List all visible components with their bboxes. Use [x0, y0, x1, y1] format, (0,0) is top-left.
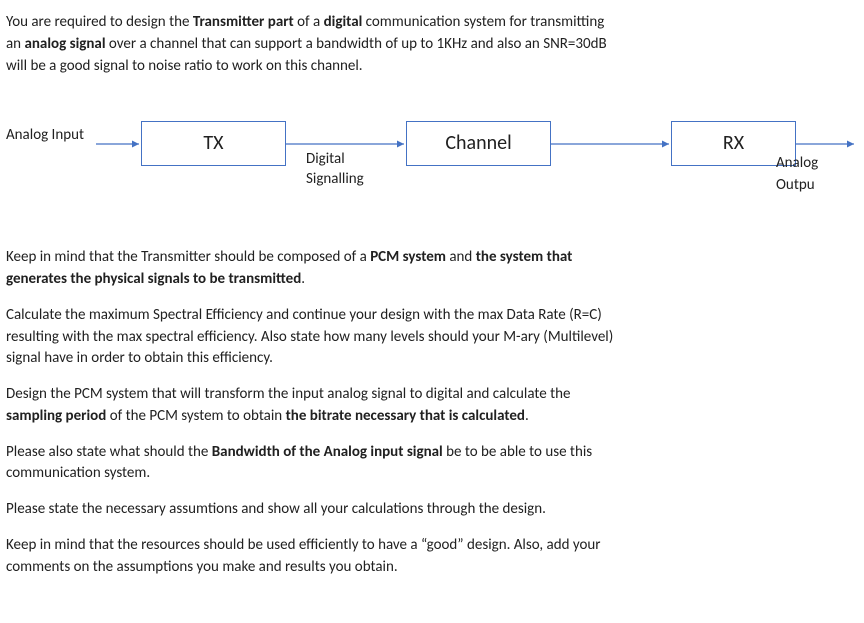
text: over a channel that can support a bandwi…: [106, 35, 607, 53]
text: signal have in order to obtain this effi…: [6, 349, 273, 367]
document-page: You are required to design the Transmitt…: [0, 0, 864, 590]
bold-text: sampling period: [6, 407, 106, 425]
tx-box: TX: [141, 121, 286, 166]
bold-text: the bitrate necessary that is calculated: [286, 407, 525, 425]
paragraph-bandwidth: Please also state what should the Bandwi…: [6, 442, 858, 486]
channel-box: Channel: [406, 121, 551, 166]
channel-box-label: Channel: [445, 129, 511, 158]
text: comments on the assumptions you make and…: [6, 558, 398, 576]
tx-box-label: TX: [203, 129, 223, 158]
text: and: [446, 248, 476, 266]
bold-text: analog signal: [24, 35, 105, 53]
bold-text: digital: [324, 13, 363, 31]
text: Keep in mind that the resources should b…: [6, 536, 601, 554]
bold-text: PCM system: [370, 248, 446, 266]
text: Please also state what should the: [6, 443, 212, 461]
text: communication system.: [6, 464, 150, 482]
paragraph-resources: Keep in mind that the resources should b…: [6, 535, 858, 579]
paragraph-assumptions: Please state the necessary assumtions an…: [6, 499, 858, 521]
text: Calculate the maximum Spectral Efficienc…: [6, 306, 602, 324]
analog-output-label: Analog Outpu: [776, 153, 858, 197]
bold-text: Transmitter part: [193, 13, 294, 31]
paragraph-sampling: Design the PCM system that will transfor…: [6, 384, 858, 428]
rx-box-label: RX: [723, 129, 744, 158]
bold-text: generates the physical signals to be tra…: [6, 270, 301, 288]
text: of a: [294, 13, 324, 31]
text: .: [525, 407, 529, 425]
text: .: [301, 270, 305, 288]
bold-text: Bandwidth of the Analog input signal: [212, 443, 443, 461]
analog-input-label: Analog Input: [6, 125, 84, 147]
digital-label: Digital: [306, 149, 345, 171]
text: of the PCM system to obtain: [106, 407, 285, 425]
text: Keep in mind that the Transmitter should…: [6, 248, 370, 266]
paragraph-spectral: Calculate the maximum Spectral Efficienc…: [6, 305, 858, 370]
text: You are required to design the: [6, 13, 193, 31]
text: resulting with the max spectral efficien…: [6, 328, 613, 346]
text: Design the PCM system that will transfor…: [6, 385, 570, 403]
text: Please state the necessary assumtions an…: [6, 500, 546, 518]
signalling-label: Signalling: [306, 169, 364, 191]
paragraph-intro: You are required to design the Transmitt…: [6, 12, 858, 77]
block-diagram: Analog Input TX Digital Signalling Chann…: [6, 101, 858, 221]
text: will be a good signal to noise ratio to …: [6, 57, 363, 75]
bold-text: the system that: [476, 248, 573, 266]
text: be to be able to use this: [443, 443, 592, 461]
text: an: [6, 35, 24, 53]
paragraph-pcm: Keep in mind that the Transmitter should…: [6, 247, 858, 291]
text: communication system for transmitting: [362, 13, 604, 31]
